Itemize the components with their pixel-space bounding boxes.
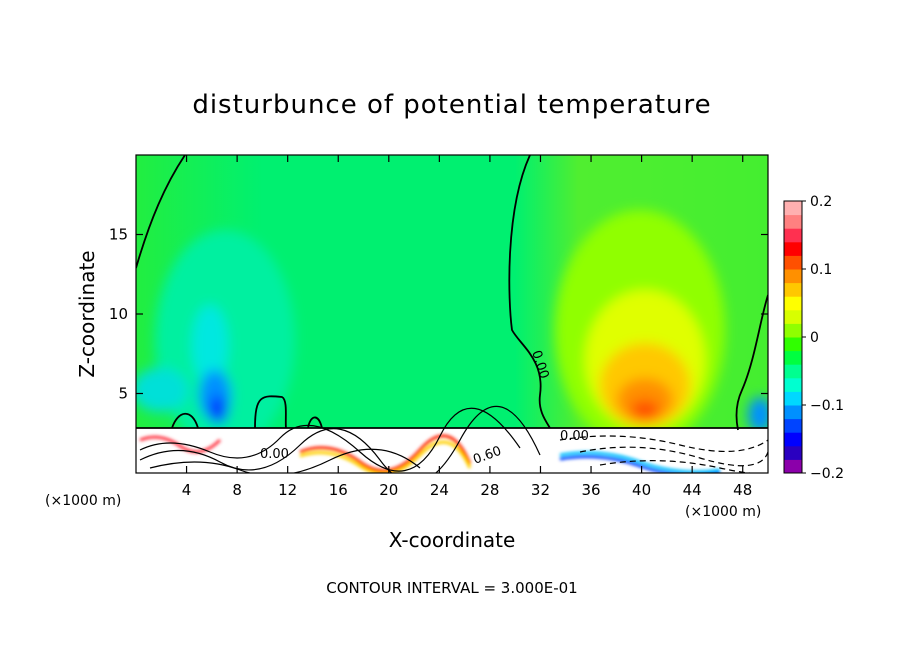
colorbar-segment bbox=[784, 269, 802, 284]
contour-label-3: 0.00 bbox=[560, 429, 589, 444]
contour-label-2: 0.00 bbox=[260, 447, 289, 462]
x-tick-label: 32 bbox=[531, 481, 550, 499]
field-cool-right bbox=[748, 397, 768, 433]
colorbar-segment bbox=[784, 241, 802, 256]
colorbar-tick-label: 0.2 bbox=[810, 194, 832, 210]
colorbar-segment bbox=[784, 309, 802, 324]
colorbar-tick-label: 0 bbox=[810, 330, 819, 346]
x-unit-right: (×1000 m) bbox=[685, 504, 761, 520]
x-tick-label: 12 bbox=[278, 481, 297, 499]
contour-interval-note: CONTOUR INTERVAL = 3.000E-01 bbox=[326, 579, 577, 597]
lower-dashed-contours bbox=[559, 435, 768, 473]
x-tick-label: 24 bbox=[430, 481, 449, 499]
lower-band-red bbox=[299, 434, 472, 472]
colorbar-segment bbox=[784, 364, 802, 379]
field-cool-patch-3 bbox=[208, 396, 228, 424]
colorbar-tick-label: 0.1 bbox=[810, 262, 832, 278]
lower-contour-lines bbox=[139, 405, 541, 473]
lower-band-left-red bbox=[139, 435, 222, 454]
colorbar-segment bbox=[784, 282, 802, 297]
lower-contour-3 bbox=[149, 448, 421, 473]
colorbar-segment bbox=[784, 459, 802, 474]
field-cool-patch-1 bbox=[192, 305, 228, 385]
lower-band-yellow bbox=[299, 440, 472, 473]
colorbar-segment bbox=[784, 432, 802, 447]
colorbar-segment bbox=[784, 445, 802, 460]
x-tick-label: 48 bbox=[733, 481, 752, 499]
y-axis-label: Z-coordinate bbox=[75, 250, 99, 377]
colorbar-segment bbox=[784, 201, 802, 216]
colorbar-segment bbox=[784, 350, 802, 365]
colorbar-segment bbox=[784, 255, 802, 270]
colorbar-segment bbox=[784, 405, 802, 420]
colorbar-ticks: 0.2 0.1 0 −0.1 −0.2 bbox=[802, 194, 844, 482]
dashed-contour-2 bbox=[579, 446, 768, 467]
x-tick-label: 40 bbox=[632, 481, 651, 499]
x-tick-label: 20 bbox=[379, 481, 398, 499]
lower-band-cyan bbox=[559, 451, 721, 473]
x-unit-left: (×1000 m) bbox=[45, 493, 121, 509]
x-tick-label: 8 bbox=[232, 481, 242, 499]
lower-band-blue bbox=[559, 455, 720, 473]
colorbar-tick-label: −0.2 bbox=[810, 466, 844, 482]
colorbar-segment bbox=[784, 296, 802, 311]
heatmap-field: 0.00 0.00 0.00 0.60 bbox=[136, 155, 768, 473]
field-warm-column-5 bbox=[631, 400, 659, 420]
lower-contour-2 bbox=[139, 407, 521, 472]
chart-title: disturbunce of potential temperature bbox=[192, 90, 711, 120]
x-tick-label: 28 bbox=[480, 481, 499, 499]
x-axis-label: X-coordinate bbox=[389, 528, 516, 552]
contour-line-middle bbox=[508, 155, 551, 429]
contour-line-left bbox=[136, 155, 186, 269]
colorbar-segment bbox=[784, 337, 802, 352]
colorbar-segment bbox=[784, 323, 802, 338]
x-tick-label: 16 bbox=[329, 481, 348, 499]
x-tick-label: 36 bbox=[581, 481, 600, 499]
dashed-contour-3 bbox=[599, 460, 768, 473]
x-ticks: 4 8 12 16 20 24 28 32 36 40 44 48 bbox=[182, 155, 752, 499]
colorbar-segment bbox=[784, 228, 802, 243]
colorbar-segment bbox=[784, 418, 802, 433]
field-cool-patch-4 bbox=[136, 368, 188, 412]
colorbar bbox=[783, 200, 803, 474]
lower-contour-1 bbox=[139, 405, 541, 473]
lower-layer bbox=[136, 428, 768, 473]
contour-bump-2 bbox=[254, 395, 287, 429]
y-tick-label: 5 bbox=[118, 385, 128, 403]
x-tick-label: 4 bbox=[182, 481, 192, 499]
contour-bump-1 bbox=[171, 412, 199, 429]
x-tick-label: 44 bbox=[683, 481, 702, 499]
colorbar-tick-label: −0.1 bbox=[810, 398, 844, 414]
contour-line-right bbox=[735, 294, 768, 431]
colorbar-segment bbox=[784, 377, 802, 392]
dashed-contour-1 bbox=[559, 435, 768, 452]
y-tick-label: 10 bbox=[109, 305, 128, 323]
y-tick-label: 15 bbox=[109, 226, 128, 244]
y-ticks: 5 10 15 bbox=[109, 226, 768, 403]
colorbar-segment bbox=[784, 391, 802, 406]
colorbar-segment bbox=[784, 214, 802, 229]
